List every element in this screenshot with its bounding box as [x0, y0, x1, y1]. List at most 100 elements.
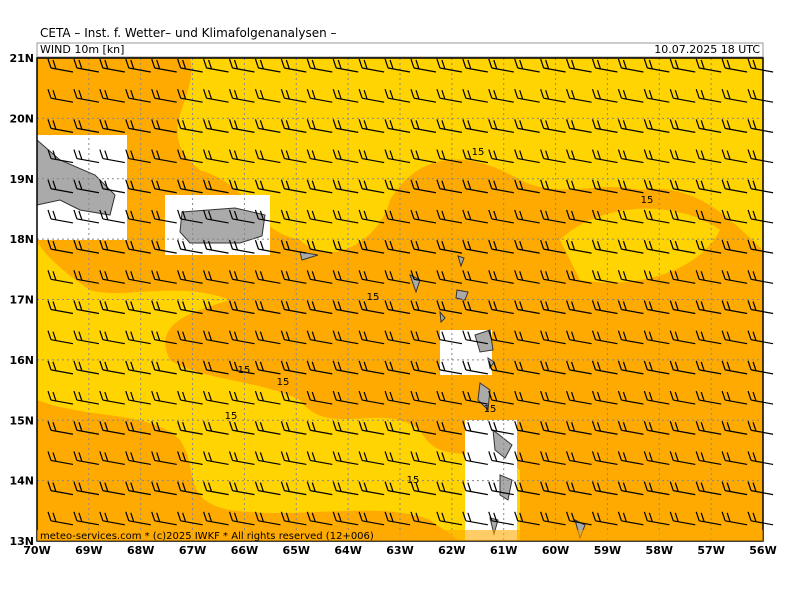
wind-barb [436, 421, 463, 435]
wind-barb [669, 481, 696, 496]
wind-barb [280, 179, 307, 194]
contour-label: 15 [367, 292, 380, 303]
wind-barb [695, 330, 722, 345]
wind-barb [436, 390, 463, 405]
wind-barb [384, 421, 411, 435]
wind-barb [488, 88, 514, 103]
wind-barb [617, 209, 644, 224]
wind-barb [410, 270, 437, 284]
wind-barb [617, 421, 644, 435]
wind-barb [566, 119, 592, 133]
lon-label: 62W [438, 544, 465, 557]
wind-barb [125, 421, 151, 435]
wind-barb [125, 511, 151, 526]
wind-barb [384, 270, 411, 284]
lon-label: 56W [749, 544, 776, 557]
wind-barb [99, 270, 125, 284]
wind-barb [125, 390, 151, 405]
wind-barb [73, 209, 100, 224]
wind-barb [177, 330, 203, 345]
wind-barb [73, 360, 100, 375]
wind-barb [514, 330, 540, 345]
wind-barb [747, 451, 774, 466]
wind-barb [73, 511, 100, 526]
wind-barb [203, 360, 229, 375]
wind-barb [591, 270, 618, 284]
wind-barb [332, 511, 359, 526]
wind-barb [695, 451, 722, 466]
wind-barb [177, 451, 203, 466]
wind-barb [488, 179, 514, 194]
wind-barb [99, 360, 125, 375]
wind-barb [228, 270, 255, 284]
wind-barb [540, 421, 566, 435]
wind-barb [332, 58, 359, 73]
valid-time: 10.07.2025 18 UTC [654, 43, 760, 56]
wind-barb [669, 300, 696, 315]
island [179, 207, 266, 244]
wind-barb [203, 119, 229, 133]
wind-barb [332, 300, 359, 315]
wind-barb [436, 209, 463, 224]
wind-barb [591, 330, 618, 345]
lat-label: 16N [9, 354, 34, 367]
wind-barb [203, 511, 229, 526]
wind-barb [669, 270, 696, 284]
wind-barb [254, 270, 281, 284]
wind-barb [203, 270, 229, 284]
wind-barb [254, 149, 281, 164]
wind-barb [540, 330, 566, 345]
wind-barb [591, 451, 618, 466]
wind-barb [721, 511, 748, 526]
wind-barb [436, 179, 463, 194]
wind-barb [177, 179, 203, 194]
wind-barb [306, 421, 333, 435]
wind-barb [462, 330, 488, 345]
wind-barb [540, 88, 566, 103]
wind-barb [125, 88, 151, 103]
wind-barb [332, 88, 359, 103]
wind-barb [669, 239, 696, 254]
wind-barb [358, 88, 385, 103]
wind-barb [73, 421, 100, 435]
wind-barb [254, 239, 281, 254]
wind-barb [643, 360, 670, 375]
wind-barb [254, 421, 281, 435]
wind-barb [436, 58, 463, 73]
wind-barb [177, 300, 203, 315]
wind-barb [669, 149, 696, 164]
wind-barb [540, 149, 566, 164]
lon-label: 59W [594, 544, 621, 557]
wind-barb [617, 179, 644, 194]
wind-barb [643, 119, 670, 133]
wind-barb [47, 481, 74, 496]
wind-barb [410, 481, 437, 496]
wind-barb [669, 390, 696, 405]
wind-barb [566, 330, 592, 345]
wind-barb [332, 360, 359, 375]
wind-barb [73, 179, 100, 194]
wind-barb [643, 209, 670, 224]
wind-barb [99, 58, 125, 73]
wind-barb [332, 209, 359, 224]
wind-barb [540, 270, 566, 284]
wind-barb [566, 451, 592, 466]
wind-barb [436, 451, 463, 466]
wind-barb [254, 330, 281, 345]
wind-barb [540, 511, 566, 526]
wind-barb [695, 270, 722, 284]
wind-barb [747, 481, 774, 496]
wind-barb [332, 270, 359, 284]
wind-barb [643, 481, 670, 496]
wind-barb [514, 149, 540, 164]
wind-barb [125, 330, 151, 345]
wind-barb [73, 149, 100, 164]
lon-label: 64W [334, 544, 361, 557]
wind-barb [151, 511, 177, 526]
wind-barb [617, 270, 644, 284]
wind-barb [695, 390, 722, 405]
wind-barb [721, 451, 748, 466]
wind-barb [488, 390, 514, 405]
wind-barb [177, 58, 203, 73]
